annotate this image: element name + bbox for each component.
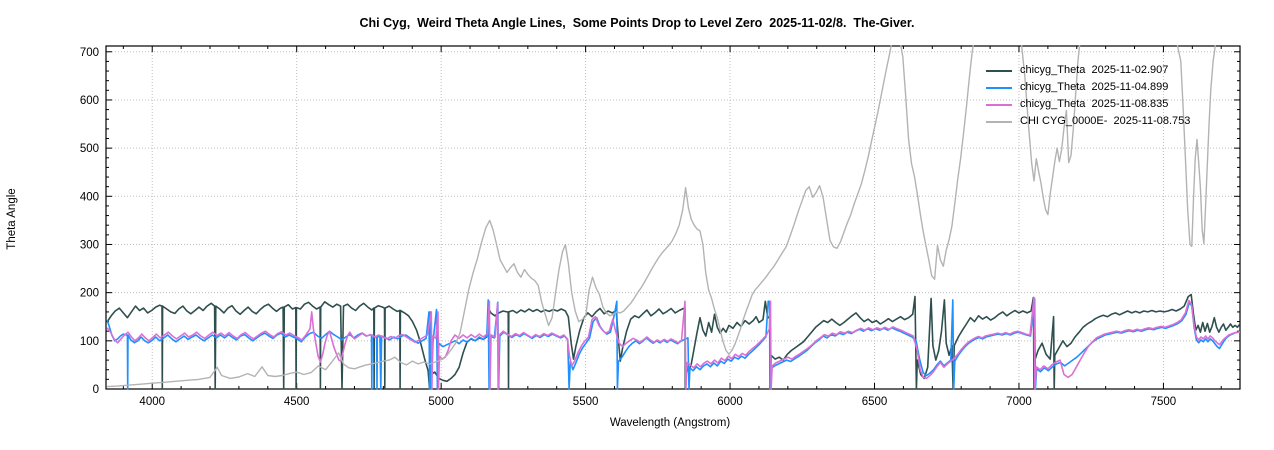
y-tick-label: 300 <box>80 239 99 251</box>
x-tick-label: 7000 <box>1006 396 1032 408</box>
legend: chicyg_Theta 2025-11-02.907 chicyg_Theta … <box>986 62 1190 130</box>
x-axis-label: Wavelength (Angstrom) <box>609 417 731 429</box>
chart-title: Chi Cyg, Weird Theta Angle Lines, Some P… <box>359 16 915 30</box>
x-tick-label: 6000 <box>717 396 743 408</box>
x-tick-label: 6500 <box>862 396 888 408</box>
legend-item-0: chicyg_Theta 2025-11-02.907 <box>986 62 1190 79</box>
y-tick-label: 0 <box>93 384 99 396</box>
legend-item-1: chicyg_Theta 2025-11-04.899 <box>986 79 1190 96</box>
legend-item-3: CHI CYG_0000E- 2025-11-08.753 <box>986 113 1190 130</box>
y-tick-label: 600 <box>80 95 99 107</box>
legend-line-swatch <box>986 103 1012 106</box>
y-tick-label: 400 <box>80 191 99 203</box>
x-tick-label: 5000 <box>428 396 454 408</box>
y-tick-label: 100 <box>80 336 99 348</box>
series-line-2 <box>106 296 1240 390</box>
legend-label: chicyg_Theta 2025-11-02.907 <box>1020 64 1169 76</box>
legend-line-swatch <box>986 120 1012 123</box>
legend-line-swatch <box>986 86 1012 89</box>
legend-label: CHI CYG_0000E- 2025-11-08.753 <box>1020 115 1191 127</box>
x-tick-label: 5500 <box>573 396 599 408</box>
x-tick-label: 4000 <box>139 396 165 408</box>
y-tick-label: 200 <box>80 288 99 300</box>
axes-frame <box>105 45 1241 390</box>
x-tick-label: 7500 <box>1151 396 1177 408</box>
x-tick-label: 4500 <box>284 396 310 408</box>
y-tick-label: 700 <box>80 47 99 59</box>
y-tick-label: 500 <box>80 143 99 155</box>
legend-label: chicyg_Theta 2025-11-04.899 <box>1020 81 1169 93</box>
legend-label: chicyg_Theta 2025-11-08.835 <box>1020 98 1169 110</box>
series-line-0 <box>106 293 1240 390</box>
legend-line-swatch <box>986 69 1012 72</box>
series-line-3 <box>106 45 1217 388</box>
legend-item-2: chicyg_Theta 2025-11-08.835 <box>986 96 1190 113</box>
